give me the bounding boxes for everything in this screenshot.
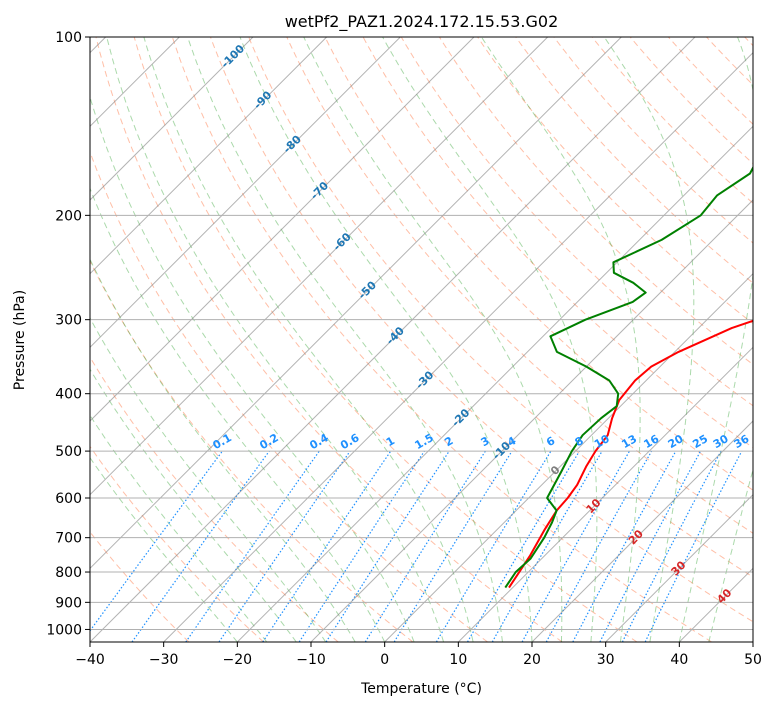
mixing-ratio-line (572, 450, 677, 642)
skewed-isotherms (90, 37, 753, 642)
x-tick-label: 20 (523, 652, 541, 668)
x-tick-label: −30 (149, 652, 179, 668)
dry-adiabat-line (515, 37, 753, 284)
isotherm-line (90, 37, 549, 496)
pressure-gridlines (90, 37, 753, 630)
mixing-ratio-line (644, 450, 743, 642)
x-axis: −40 −30 −20 −10 0 10 20 30 40 50 (75, 642, 762, 668)
moist-adiabat-line (239, 37, 533, 642)
dry-adiabat-line (171, 37, 712, 642)
x-tick-label: −10 (296, 652, 326, 668)
isotherm-line (310, 199, 753, 642)
y-tick-label: 900 (55, 595, 82, 611)
moist-adiabat-line (90, 258, 356, 642)
mixing-ratio-lines (90, 450, 743, 642)
x-axis-label: Temperature (°C) (360, 681, 482, 697)
y-tick-label: 200 (55, 208, 82, 224)
mixing-ratio-line (185, 450, 320, 642)
y-tick-label: 1000 (46, 622, 82, 638)
isotherm-line (90, 37, 696, 642)
moist-adiabat-line (90, 456, 238, 642)
y-tick-label: 500 (55, 444, 82, 460)
dry-adiabat-line (591, 37, 753, 204)
isotherm-line (457, 346, 753, 642)
dry-adiabat-line (210, 37, 753, 623)
y-tick-label: 700 (55, 531, 82, 547)
mixing-ratio-line (393, 450, 513, 642)
y-axis: 1000 900 800 700 600 500 400 300 200 100 (46, 30, 90, 638)
isotherm-line (236, 125, 753, 642)
moist-adiabat-line (382, 37, 598, 642)
dry-adiabat-line (248, 37, 753, 578)
isotherm-line (163, 51, 753, 642)
dry-adiabat-line (477, 37, 753, 325)
isotherm-line (531, 420, 753, 642)
moist-adiabat-line (106, 37, 445, 642)
moist-adiabat-line (90, 414, 268, 642)
mixing-ratio-line (298, 450, 425, 642)
temperature-line (508, 319, 753, 589)
y-tick-label: 600 (55, 491, 82, 507)
dry-adiabat-line (95, 37, 563, 642)
isotherm-line (90, 37, 254, 201)
moist-adiabat-line (187, 37, 503, 642)
y-tick-label: 100 (55, 30, 82, 46)
dewpoint-line (504, 165, 753, 589)
x-tick-label: −40 (75, 652, 105, 668)
x-tick-label: 10 (449, 652, 467, 668)
dry-adiabat-line (324, 37, 753, 491)
moist-adiabat-line (678, 37, 753, 642)
x-tick-label: 0 (380, 652, 389, 668)
dry-adiabat-line (400, 37, 753, 407)
moist-adiabat-line (90, 95, 415, 642)
y-tick-label: 300 (55, 313, 82, 329)
isotherm-line (90, 37, 622, 570)
moist-adiabat-line (143, 37, 474, 642)
moist-adiabat-line (603, 37, 695, 642)
sounding-traces (504, 165, 753, 589)
mixing-ratio-line (491, 450, 603, 642)
mixing-ratio-line (131, 450, 270, 642)
dry-adiabat-line (90, 445, 264, 642)
isotherm-line (90, 37, 475, 422)
mixing-ratio-line (599, 450, 702, 642)
chart-title: wetPf2_PAZ1.2024.172.15.53.G02 (285, 12, 559, 32)
y-axis-label: Pressure (hPa) (12, 290, 28, 390)
plot-frame (89, 36, 754, 643)
mixing-ratio-line (521, 450, 631, 642)
y-tick-label: 400 (55, 387, 82, 403)
x-tick-label: 40 (670, 652, 688, 668)
isotherm-line (90, 37, 328, 275)
mixing-ratio-line (325, 450, 450, 642)
dry-adiabat-line (133, 37, 638, 642)
mixing-ratio-line (621, 450, 722, 642)
x-tick-label: 50 (744, 652, 762, 668)
isotherm-line (90, 37, 401, 349)
mixing-ratio-line (90, 450, 223, 632)
y-tick-label: 800 (55, 565, 82, 581)
dry-adiabat-line (629, 37, 753, 165)
mixing-ratio-line (364, 450, 486, 642)
dry-adiabat-line (90, 259, 414, 642)
x-tick-label: 30 (597, 652, 615, 668)
moist-adiabat-line (90, 187, 386, 642)
isotherm-line (384, 272, 753, 642)
moist-adiabat-line (708, 468, 753, 642)
mixing-ratio-line (218, 450, 351, 642)
isotherm-line (605, 493, 753, 642)
x-tick-label: −20 (223, 652, 253, 668)
